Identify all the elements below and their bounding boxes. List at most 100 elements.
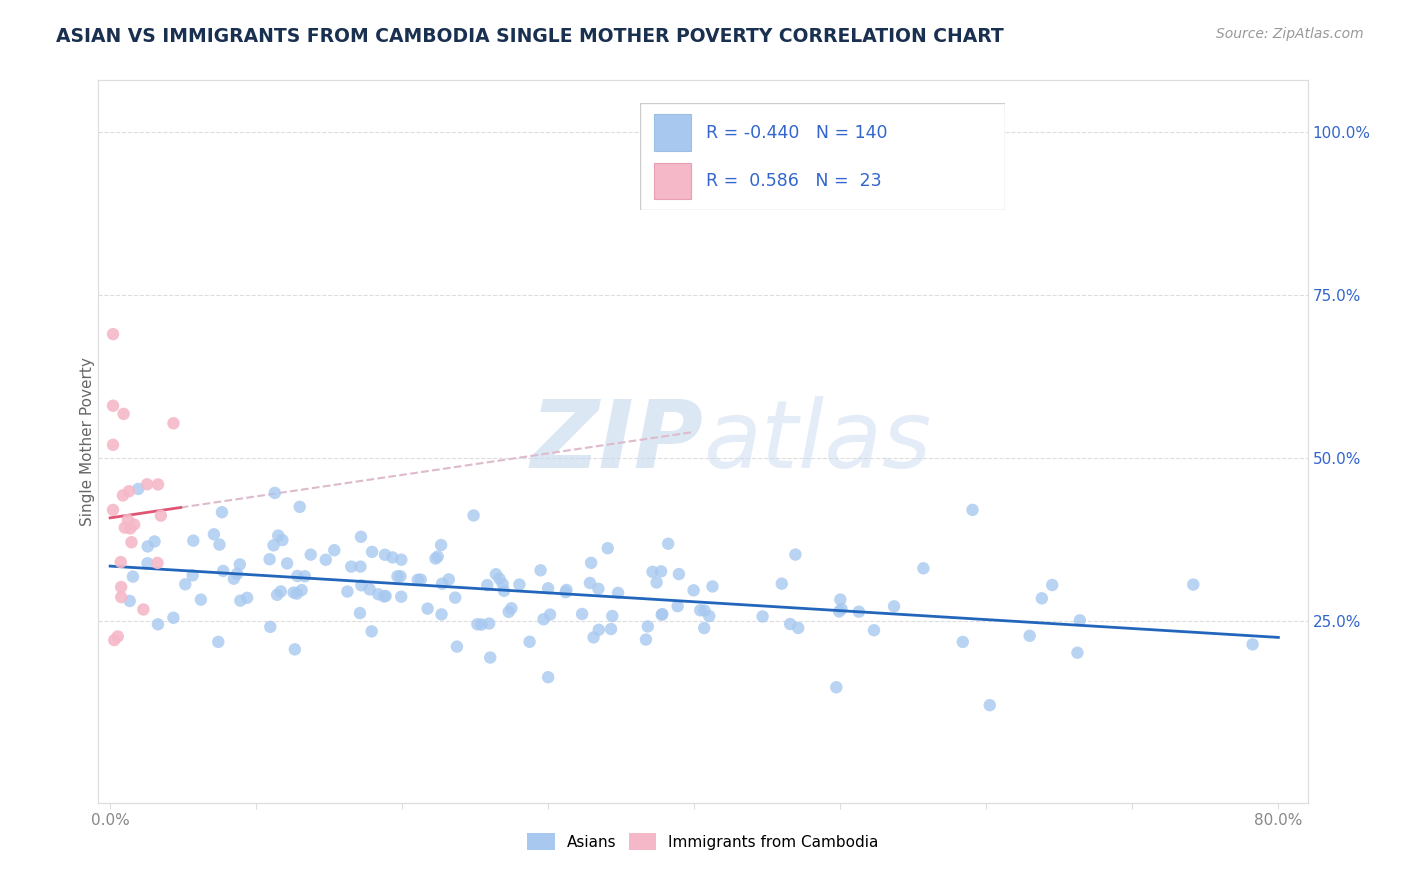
Asians — [136, 556, 159, 570]
Asians — [361, 545, 384, 559]
Asians — [830, 592, 852, 607]
FancyBboxPatch shape — [654, 114, 690, 151]
Immigrants from Cambodia — [149, 508, 172, 523]
Asians — [555, 582, 578, 597]
Asians — [600, 609, 623, 624]
Asians — [831, 602, 853, 616]
Asians — [389, 569, 412, 583]
Asians — [291, 583, 314, 598]
Asians — [883, 599, 905, 614]
Asians — [779, 617, 801, 632]
Asians — [276, 557, 298, 571]
Asians — [467, 617, 489, 632]
Asians — [118, 594, 141, 608]
Asians — [477, 578, 499, 592]
Immigrants from Cambodia — [117, 513, 139, 527]
Asians — [270, 584, 292, 599]
Asians — [863, 624, 886, 638]
Asians — [174, 577, 197, 591]
Asians — [284, 642, 307, 657]
Immigrants from Cambodia — [111, 488, 134, 502]
Asians — [770, 576, 793, 591]
Immigrants from Cambodia — [110, 590, 132, 604]
Asians — [430, 538, 453, 552]
Asians — [259, 552, 281, 566]
Immigrants from Cambodia — [120, 521, 142, 535]
Asians — [389, 590, 412, 604]
Asians — [588, 623, 610, 637]
Immigrants from Cambodia — [136, 477, 159, 491]
Asians — [349, 606, 371, 620]
Asians — [1040, 578, 1063, 592]
Asians — [229, 558, 252, 572]
Asians — [207, 635, 229, 649]
Asians — [650, 565, 672, 579]
Asians — [349, 559, 371, 574]
Immigrants from Cambodia — [101, 503, 124, 517]
Asians — [751, 609, 773, 624]
Asians — [127, 482, 149, 496]
Asians — [336, 584, 359, 599]
Immigrants from Cambodia — [146, 556, 169, 570]
Asians — [607, 586, 630, 600]
Asians — [641, 565, 664, 579]
Asians — [848, 605, 870, 619]
Asians — [1069, 613, 1091, 627]
Asians — [285, 587, 308, 601]
Asians — [702, 579, 724, 593]
Asians — [668, 567, 690, 582]
Asians — [579, 556, 602, 570]
FancyBboxPatch shape — [654, 162, 690, 199]
Asians — [122, 569, 145, 583]
Asians — [470, 617, 492, 632]
Asians — [787, 621, 810, 635]
Asians — [381, 550, 404, 565]
Asians — [634, 632, 657, 647]
Asians — [437, 573, 460, 587]
Asians — [582, 631, 605, 645]
Immigrants from Cambodia — [118, 484, 141, 499]
Asians — [267, 528, 290, 542]
Asians — [651, 607, 673, 621]
Asians — [181, 568, 204, 582]
Asians — [416, 601, 439, 615]
Immigrants from Cambodia — [103, 633, 125, 648]
Y-axis label: Single Mother Poverty: Single Mother Poverty — [80, 357, 94, 526]
Asians — [689, 603, 711, 617]
Asians — [979, 698, 1001, 713]
Asians — [202, 527, 225, 541]
Text: Source: ZipAtlas.com: Source: ZipAtlas.com — [1216, 27, 1364, 41]
Asians — [374, 548, 396, 562]
Asians — [340, 559, 363, 574]
Immigrants from Cambodia — [114, 520, 136, 534]
Asians — [283, 585, 305, 599]
Asians — [657, 537, 679, 551]
Asians — [136, 540, 159, 554]
Legend: Asians, Immigrants from Cambodia: Asians, Immigrants from Cambodia — [522, 827, 884, 856]
Asians — [212, 564, 235, 578]
Asians — [208, 538, 231, 552]
Asians — [538, 607, 561, 622]
Immigrants from Cambodia — [110, 580, 132, 594]
Asians — [529, 563, 551, 577]
Asians — [508, 577, 530, 591]
Asians — [666, 599, 689, 614]
Asians — [236, 591, 259, 605]
Asians — [359, 582, 381, 597]
Asians — [409, 573, 432, 587]
Asians — [533, 612, 555, 626]
Asians — [494, 583, 516, 598]
Immigrants from Cambodia — [132, 602, 155, 616]
Asians — [478, 616, 501, 631]
Asians — [211, 505, 233, 519]
Text: atlas: atlas — [703, 396, 931, 487]
Asians — [828, 604, 851, 618]
Asians — [373, 590, 395, 604]
Asians — [537, 670, 560, 684]
Asians — [444, 591, 467, 605]
Asians — [299, 548, 322, 562]
Asians — [259, 620, 281, 634]
Asians — [501, 601, 523, 615]
Asians — [323, 543, 346, 558]
Text: ZIP: ZIP — [530, 395, 703, 488]
